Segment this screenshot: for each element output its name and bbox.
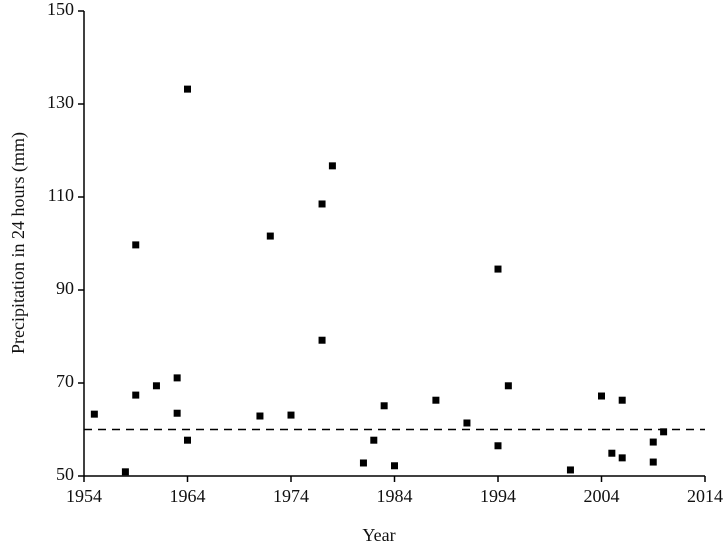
- x-tick-label: 2014: [687, 486, 723, 506]
- point: [494, 265, 502, 273]
- x-tick-label: 2004: [584, 486, 620, 506]
- point: [132, 391, 140, 399]
- x-tick-label: 1974: [273, 486, 309, 506]
- y-tick-label: 110: [48, 185, 74, 205]
- point: [494, 442, 502, 450]
- point: [359, 459, 367, 467]
- point: [432, 396, 440, 404]
- x-tick-label: 1984: [377, 486, 413, 506]
- y-axis-label: Precipitation in 24 hours (mm): [8, 132, 29, 354]
- point: [287, 411, 295, 419]
- x-tick-label: 1964: [170, 486, 206, 506]
- point: [618, 454, 626, 462]
- point: [463, 419, 471, 427]
- point: [566, 466, 574, 474]
- point: [132, 241, 140, 249]
- x-tick-label: 1994: [480, 486, 516, 506]
- point: [318, 336, 326, 344]
- point: [152, 382, 160, 390]
- point: [660, 428, 668, 436]
- y-tick-label: 150: [47, 0, 74, 19]
- point: [598, 392, 605, 400]
- point: [90, 410, 98, 418]
- point: [370, 436, 378, 444]
- point: [173, 374, 181, 382]
- y-tick-label: 50: [56, 464, 74, 484]
- point: [380, 402, 388, 410]
- point: [328, 162, 336, 170]
- point: [266, 232, 274, 240]
- point: [391, 462, 398, 470]
- point: [184, 436, 191, 444]
- point: [618, 396, 626, 404]
- x-axis-label: Year: [362, 525, 395, 545]
- point: [649, 438, 657, 446]
- point: [608, 449, 616, 457]
- point: [649, 458, 657, 466]
- x-tick-label: 1954: [66, 486, 102, 506]
- point: [504, 382, 512, 390]
- point: [256, 412, 264, 420]
- point: [121, 468, 129, 476]
- point: [184, 85, 191, 93]
- y-tick-label: 70: [56, 371, 74, 391]
- y-tick-label: 90: [56, 278, 74, 298]
- point: [173, 409, 181, 417]
- y-tick-label: 130: [47, 92, 74, 112]
- point: [318, 200, 326, 208]
